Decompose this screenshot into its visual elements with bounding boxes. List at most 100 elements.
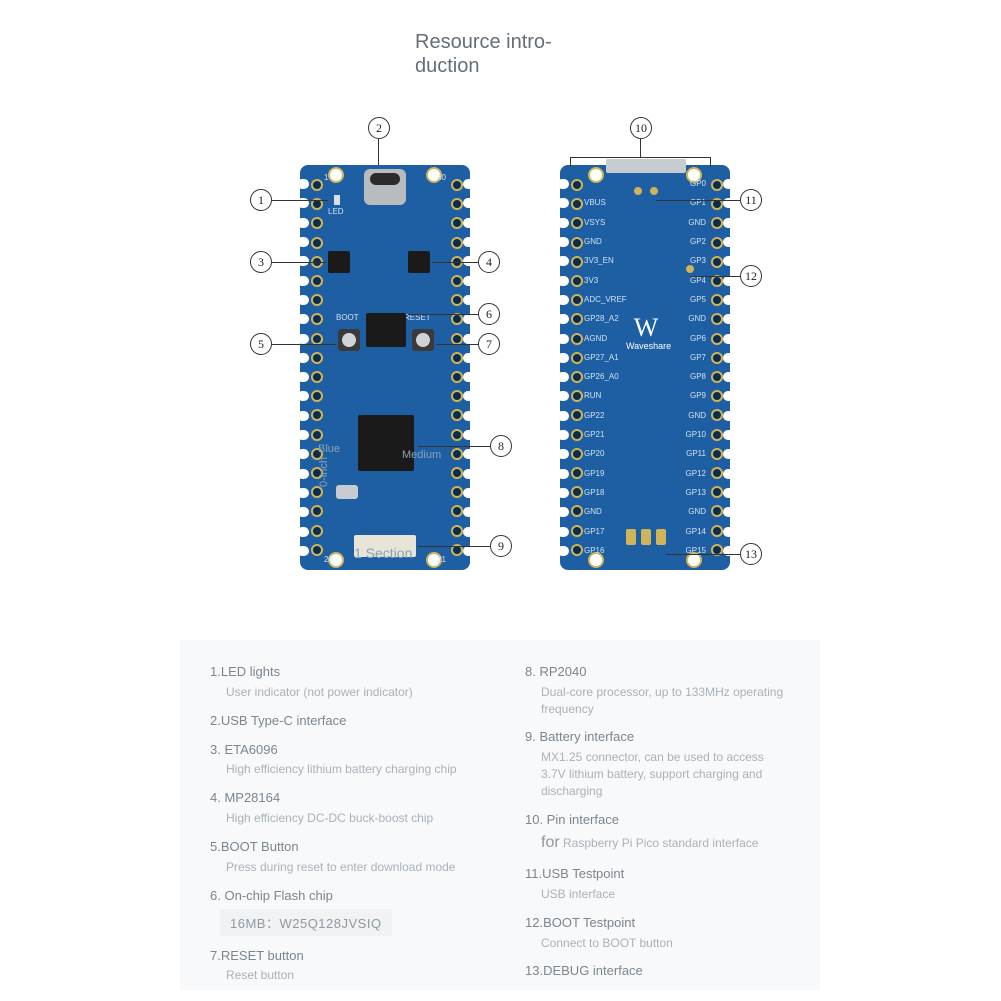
lead xyxy=(690,276,740,277)
pin-label: VBUS xyxy=(584,198,627,208)
legend-item-title: 2.USB Type-C interface xyxy=(210,713,475,730)
legend-item: 13.DEBUG interface xyxy=(525,963,790,980)
legend-item-desc: USB interface xyxy=(541,886,790,903)
lead xyxy=(418,546,490,547)
legend-item-note: 16MB：W25Q128JVSIQ xyxy=(220,909,392,936)
legend-item-title: 10. Pin interface xyxy=(525,812,790,829)
callout-6: 6 xyxy=(478,303,500,325)
callout-1: 1 xyxy=(250,189,272,211)
page-title: Resource intro-duction xyxy=(415,30,585,78)
pin-label: GP2 xyxy=(686,237,706,247)
legend-item-desc: Reset button xyxy=(226,967,475,984)
legend-item-title: 11.USB Testpoint xyxy=(525,866,790,883)
pin-num: 1 xyxy=(324,173,328,182)
lead xyxy=(436,344,478,345)
reset-button xyxy=(412,329,434,351)
legend-item: 11.USB Testpoint USB interface xyxy=(525,866,790,903)
pin-label: GP7 xyxy=(686,353,706,363)
pin-label: GP19 xyxy=(584,469,627,479)
legend-item: 9. Battery interfaceMX1.25 connector, ca… xyxy=(525,729,790,799)
legend-item: 12.BOOT TestpointConnect to BOOT button xyxy=(525,915,790,952)
legend-item-title: 5.BOOT Button xyxy=(210,839,475,856)
legend-item: 5.BOOT Button Press during reset to enter… xyxy=(210,839,475,876)
callout-9: 9 xyxy=(490,535,512,557)
legend-item: 6. On-chip Flash chip16MB：W25Q128JVSIQ xyxy=(210,888,475,936)
callout-4: 4 xyxy=(478,251,500,273)
front-castellations-left xyxy=(297,179,307,556)
pin-num: 40 xyxy=(437,173,446,182)
legend-item-title: 7.RESET button xyxy=(210,948,475,965)
pin-label: GP26_A0 xyxy=(584,372,627,382)
legend-item-title: 12.BOOT Testpoint xyxy=(525,915,790,932)
lead xyxy=(408,314,478,315)
pin-label: ADC_VREF xyxy=(584,295,627,305)
mounting-hole xyxy=(328,167,344,183)
legend-item: 2.USB Type-C interface xyxy=(210,713,475,730)
legend-item-title: 3. ETA6096 xyxy=(210,742,475,759)
callout-13: 13 xyxy=(740,543,762,565)
back-castellations-right xyxy=(723,179,733,556)
pin-label: GND xyxy=(686,314,706,324)
led xyxy=(334,195,340,205)
callout-5: 5 xyxy=(250,333,272,355)
pin-label: GP9 xyxy=(686,391,706,401)
pin-label: GND xyxy=(584,237,627,247)
pin-label: GP6 xyxy=(686,334,706,344)
pin-label: GP5 xyxy=(686,295,706,305)
back-castellations-left xyxy=(557,179,567,556)
pin-label: GP13 xyxy=(686,488,706,498)
legend-item: 10. Pin interfacefor Raspberry Pi Pico s… xyxy=(525,812,790,854)
pin-label: AGND xyxy=(584,334,627,344)
callout-7: 7 xyxy=(478,333,500,355)
callout-8: 8 xyxy=(490,435,512,457)
pin-label: GP20 xyxy=(584,449,627,459)
legend-item-title: 1.LED lights xyxy=(210,664,475,681)
overlay-medium: Medium xyxy=(402,449,441,461)
pin-num: 20 xyxy=(324,555,333,564)
usb-pads-outline xyxy=(606,159,686,173)
pin-label: GND xyxy=(686,411,706,421)
lead xyxy=(640,139,641,157)
legend-item-desc: Dual-core processor, up to 133MHz operat… xyxy=(541,684,790,718)
callout-12: 12 xyxy=(740,265,762,287)
pin-label: RUN xyxy=(584,391,627,401)
legend-item: 1.LED lights User indicator (not power in… xyxy=(210,664,475,701)
legend-item-desc: Press during reset to enter download mod… xyxy=(226,859,475,876)
pin-label: GP27_A1 xyxy=(584,353,627,363)
pin-label: GP4 xyxy=(686,276,706,286)
lead xyxy=(418,446,490,447)
debug-pads xyxy=(626,529,666,547)
overlay-blue: Blue xyxy=(318,443,340,455)
legend-item: 4. MP28164High efficiency DC-DC buck-boo… xyxy=(210,790,475,827)
pin-label: 3V3_EN xyxy=(584,256,627,266)
legend-col-left: 1.LED lights User indicator (not power in… xyxy=(210,664,475,966)
legend-item: 8. RP2040Dual-core processor, up to 133M… xyxy=(525,664,790,717)
pin-label: GP21 xyxy=(584,430,627,440)
front-castellations-right xyxy=(463,179,473,556)
legend-item-desc: High efficiency lithium battery charging… xyxy=(226,761,475,778)
pin-label: GP10 xyxy=(686,430,706,440)
pin-label: VSYS xyxy=(584,218,627,228)
usb-testpoint xyxy=(634,187,642,195)
legend-item-title: 13.DEBUG interface xyxy=(525,963,790,980)
callout-3: 3 xyxy=(250,251,272,273)
lead xyxy=(272,200,328,201)
board-diagram: LED BOOT RESET 1 40 20 21 VBUS VSYS GND 3V3… xyxy=(250,115,760,585)
overlay-inch: 0-inch xyxy=(318,457,330,487)
legend-item-title: 9. Battery interface xyxy=(525,729,790,746)
front-holes-right xyxy=(451,179,459,556)
legend-item-desc: High efficiency DC-DC buck-boost chip xyxy=(226,810,475,827)
back-holes-left xyxy=(571,179,579,556)
board-front: LED BOOT RESET 1 40 20 21 xyxy=(300,165,470,570)
legend-item-desc: User indicator (not power indicator) xyxy=(226,684,475,701)
lead xyxy=(710,157,711,167)
overlay-section: 1 Section xyxy=(354,545,412,561)
waveshare-logo: W Waveshare xyxy=(626,315,666,365)
callout-10: 10 xyxy=(630,117,652,139)
lead xyxy=(656,200,740,201)
pin-num: 21 xyxy=(437,555,446,564)
led-label: LED xyxy=(328,207,344,216)
lead xyxy=(272,262,326,263)
pin-label: GP28_A2 xyxy=(584,314,627,324)
pin-label: GP18 xyxy=(584,488,627,498)
